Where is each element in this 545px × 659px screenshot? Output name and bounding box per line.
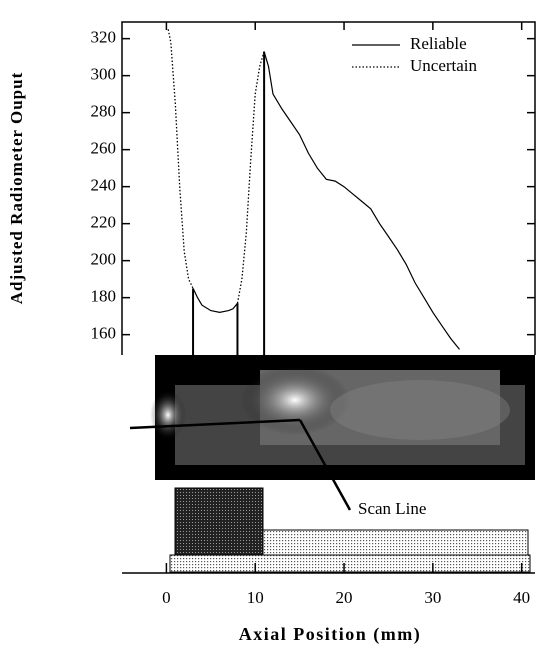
- y-tick-label: 180: [91, 287, 117, 306]
- series-line: [167, 29, 265, 304]
- specimen-diagram: [169, 487, 531, 573]
- series-line: [192, 51, 460, 350]
- y-tick-label: 320: [91, 28, 117, 47]
- x-tick-label: 30: [424, 588, 441, 607]
- y-tick-label: 160: [91, 324, 117, 343]
- x-tick-label: 10: [247, 588, 264, 607]
- x-tick-label: 0: [162, 588, 171, 607]
- y-tick-label: 300: [91, 65, 117, 84]
- y-axis-label: Adjusted Radiometer Ouput: [7, 72, 26, 304]
- x-tick-label: 40: [513, 588, 530, 607]
- x-tick-label: 20: [336, 588, 353, 607]
- y-tick-label: 280: [91, 102, 117, 121]
- x-axis-label: Axial Position (mm): [239, 624, 421, 645]
- legend-label: Reliable: [410, 34, 467, 53]
- y-tick-label: 240: [91, 176, 117, 195]
- y-tick-label: 220: [91, 213, 117, 232]
- annotation: Scan Line: [358, 499, 426, 518]
- y-tick-label: 200: [91, 250, 117, 269]
- legend-label: Uncertain: [410, 56, 478, 75]
- plot-frame: [121, 21, 536, 355]
- y-tick-label: 260: [91, 139, 117, 158]
- thermal-image: [129, 355, 535, 511]
